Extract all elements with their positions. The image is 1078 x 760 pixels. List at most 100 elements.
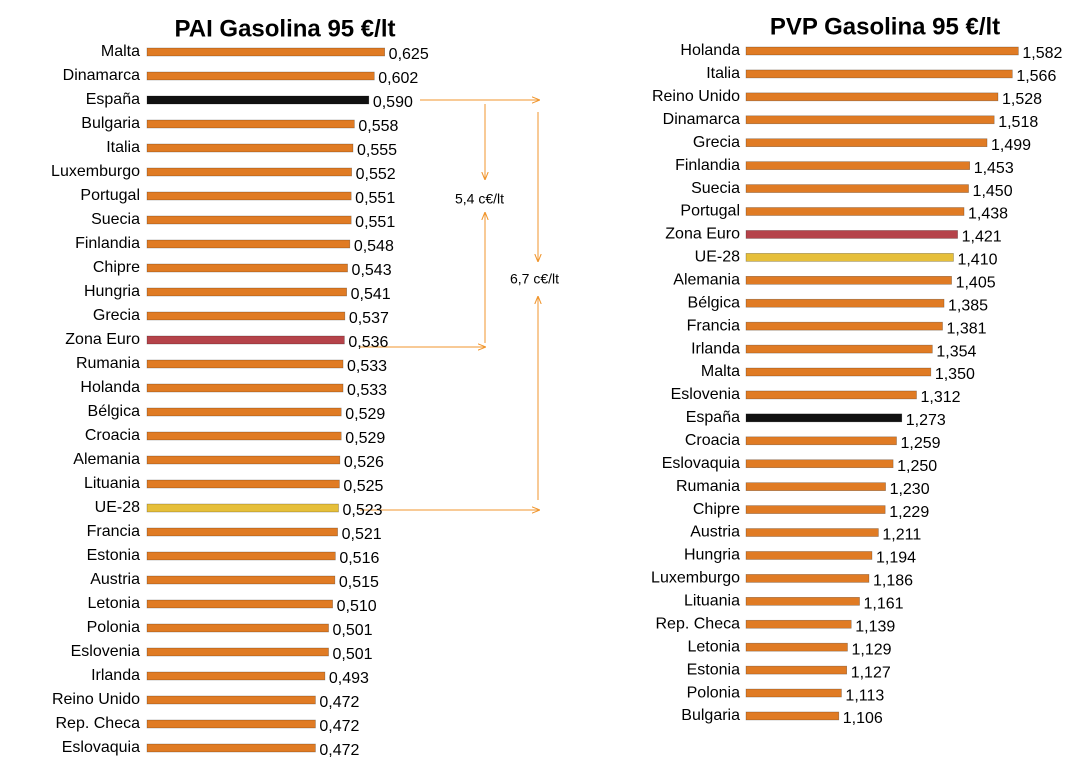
value-label: 0,493 bbox=[329, 670, 369, 687]
value-label: 1,499 bbox=[991, 137, 1031, 154]
bar bbox=[146, 191, 352, 201]
bar bbox=[146, 623, 329, 633]
bar bbox=[146, 287, 347, 297]
bar bbox=[146, 215, 352, 225]
annotation: 5,4 c€/lt bbox=[455, 191, 504, 207]
bar bbox=[745, 321, 943, 331]
category-label: Eslovaquia bbox=[62, 739, 140, 756]
bar bbox=[745, 344, 933, 354]
bar bbox=[745, 528, 879, 537]
category-label: Rumania bbox=[76, 355, 140, 372]
value-label: 1,211 bbox=[882, 527, 921, 544]
value-label: 1,273 bbox=[906, 412, 946, 429]
bar bbox=[146, 743, 316, 753]
category-label: Holanda bbox=[80, 379, 140, 396]
value-label: 0,525 bbox=[343, 478, 383, 495]
value-label: 0,529 bbox=[345, 406, 385, 423]
category-label: UE-28 bbox=[695, 249, 740, 266]
category-label: Finlandia bbox=[75, 235, 140, 252]
bar bbox=[146, 479, 340, 489]
category-label: Luxemburgo bbox=[651, 570, 740, 587]
category-label: Letonia bbox=[688, 638, 741, 655]
bar bbox=[745, 597, 860, 606]
category-label: Rep. Checa bbox=[656, 615, 741, 632]
bar bbox=[146, 647, 329, 657]
category-label: España bbox=[686, 409, 740, 426]
value-label: 1,350 bbox=[935, 366, 975, 383]
chart-title: PVP Gasolina 95 €/lt bbox=[770, 13, 1000, 40]
value-label: 1,161 bbox=[864, 596, 904, 613]
bar bbox=[745, 413, 903, 423]
value-label: 1,230 bbox=[890, 481, 930, 498]
value-label: 0,602 bbox=[378, 70, 418, 87]
category-label: Hungria bbox=[684, 547, 740, 564]
category-label: Austria bbox=[90, 571, 140, 588]
value-label: 0,501 bbox=[333, 622, 373, 639]
bar bbox=[745, 161, 970, 170]
bar bbox=[146, 263, 348, 273]
value-label: 1,518 bbox=[998, 114, 1038, 131]
bar bbox=[745, 46, 1019, 56]
category-label: Zona Euro bbox=[65, 331, 140, 348]
category-label: Malta bbox=[101, 43, 140, 60]
bar bbox=[146, 143, 354, 153]
value-label: 0,533 bbox=[347, 358, 387, 375]
value-label: 1,229 bbox=[889, 504, 929, 521]
bar bbox=[146, 455, 341, 465]
category-label: Estonia bbox=[87, 547, 140, 564]
value-label: 0,548 bbox=[354, 238, 394, 255]
value-label: 0,521 bbox=[342, 526, 382, 543]
value-label: 0,472 bbox=[319, 694, 359, 711]
bar bbox=[146, 119, 355, 129]
category-label: Grecia bbox=[693, 134, 740, 151]
category-label: Dinamarca bbox=[663, 111, 740, 128]
value-label: 0,529 bbox=[345, 430, 385, 447]
value-label: 1,405 bbox=[956, 275, 996, 292]
bar bbox=[745, 482, 886, 491]
value-label: 0,515 bbox=[339, 574, 379, 591]
value-label: 1,381 bbox=[947, 320, 987, 337]
value-label: 0,552 bbox=[356, 166, 396, 183]
value-label: 0,558 bbox=[358, 118, 398, 135]
bar bbox=[146, 335, 345, 345]
bar bbox=[146, 599, 333, 609]
category-label: Polonia bbox=[687, 684, 740, 701]
bar bbox=[745, 505, 886, 514]
bar bbox=[745, 619, 852, 629]
category-label: UE-28 bbox=[95, 499, 140, 516]
value-label: 0,526 bbox=[344, 454, 384, 471]
bar bbox=[146, 47, 385, 57]
bar bbox=[745, 115, 995, 125]
bar bbox=[146, 95, 370, 105]
category-label: Croacia bbox=[685, 432, 740, 449]
value-label: 0,551 bbox=[355, 214, 395, 231]
value-label: 1,582 bbox=[1022, 45, 1062, 62]
bar bbox=[745, 390, 917, 400]
value-label: 1,106 bbox=[843, 710, 883, 727]
category-label: Eslovenia bbox=[671, 386, 740, 403]
value-label: 1,566 bbox=[1016, 68, 1056, 85]
bar bbox=[146, 383, 344, 393]
value-label: 0,523 bbox=[343, 502, 383, 519]
value-label: 1,250 bbox=[897, 458, 937, 475]
value-label: 1,194 bbox=[876, 550, 916, 567]
bar bbox=[745, 642, 848, 652]
bar bbox=[745, 92, 999, 102]
bar bbox=[146, 167, 352, 177]
bar bbox=[146, 503, 339, 513]
category-label: Italia bbox=[106, 139, 140, 156]
category-label: Rumania bbox=[676, 478, 740, 495]
value-label: 0,533 bbox=[347, 382, 387, 399]
category-label: Bélgica bbox=[688, 294, 741, 311]
category-label: Dinamarca bbox=[63, 67, 140, 84]
bar bbox=[745, 367, 932, 377]
category-label: Croacia bbox=[85, 427, 140, 444]
bar bbox=[745, 665, 848, 675]
bar bbox=[745, 551, 873, 560]
category-label: Rep. Checa bbox=[56, 715, 141, 732]
value-label: 0,516 bbox=[339, 550, 379, 567]
value-label: 0,536 bbox=[348, 334, 388, 351]
value-label: 0,590 bbox=[373, 94, 413, 111]
value-label: 1,450 bbox=[973, 183, 1013, 200]
bar bbox=[745, 230, 958, 239]
